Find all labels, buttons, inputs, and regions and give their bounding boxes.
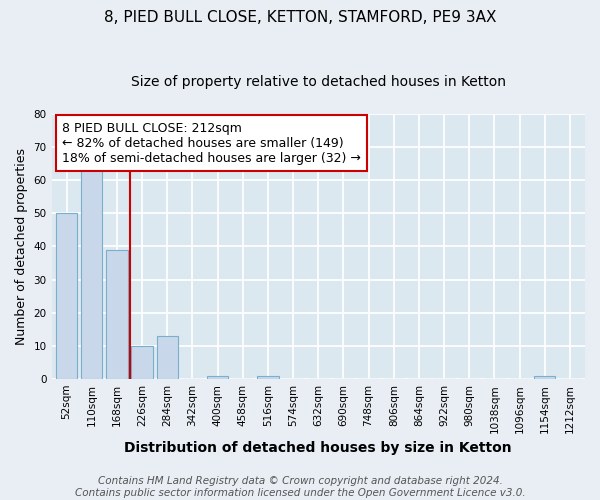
Text: Contains HM Land Registry data © Crown copyright and database right 2024.
Contai: Contains HM Land Registry data © Crown c… [74, 476, 526, 498]
Title: Size of property relative to detached houses in Ketton: Size of property relative to detached ho… [131, 75, 506, 89]
X-axis label: Distribution of detached houses by size in Ketton: Distribution of detached houses by size … [124, 441, 512, 455]
Bar [56, 214, 77, 379]
Y-axis label: Number of detached properties: Number of detached properties [15, 148, 28, 345]
Bar [157, 336, 178, 379]
Bar [534, 376, 556, 379]
Bar [81, 160, 103, 379]
Text: 8 PIED BULL CLOSE: 212sqm
← 82% of detached houses are smaller (149)
18% of semi: 8 PIED BULL CLOSE: 212sqm ← 82% of detac… [62, 122, 361, 164]
Bar [131, 346, 153, 379]
Bar [106, 250, 128, 379]
Bar [207, 376, 229, 379]
Text: 8, PIED BULL CLOSE, KETTON, STAMFORD, PE9 3AX: 8, PIED BULL CLOSE, KETTON, STAMFORD, PE… [104, 10, 496, 25]
Bar [257, 376, 278, 379]
